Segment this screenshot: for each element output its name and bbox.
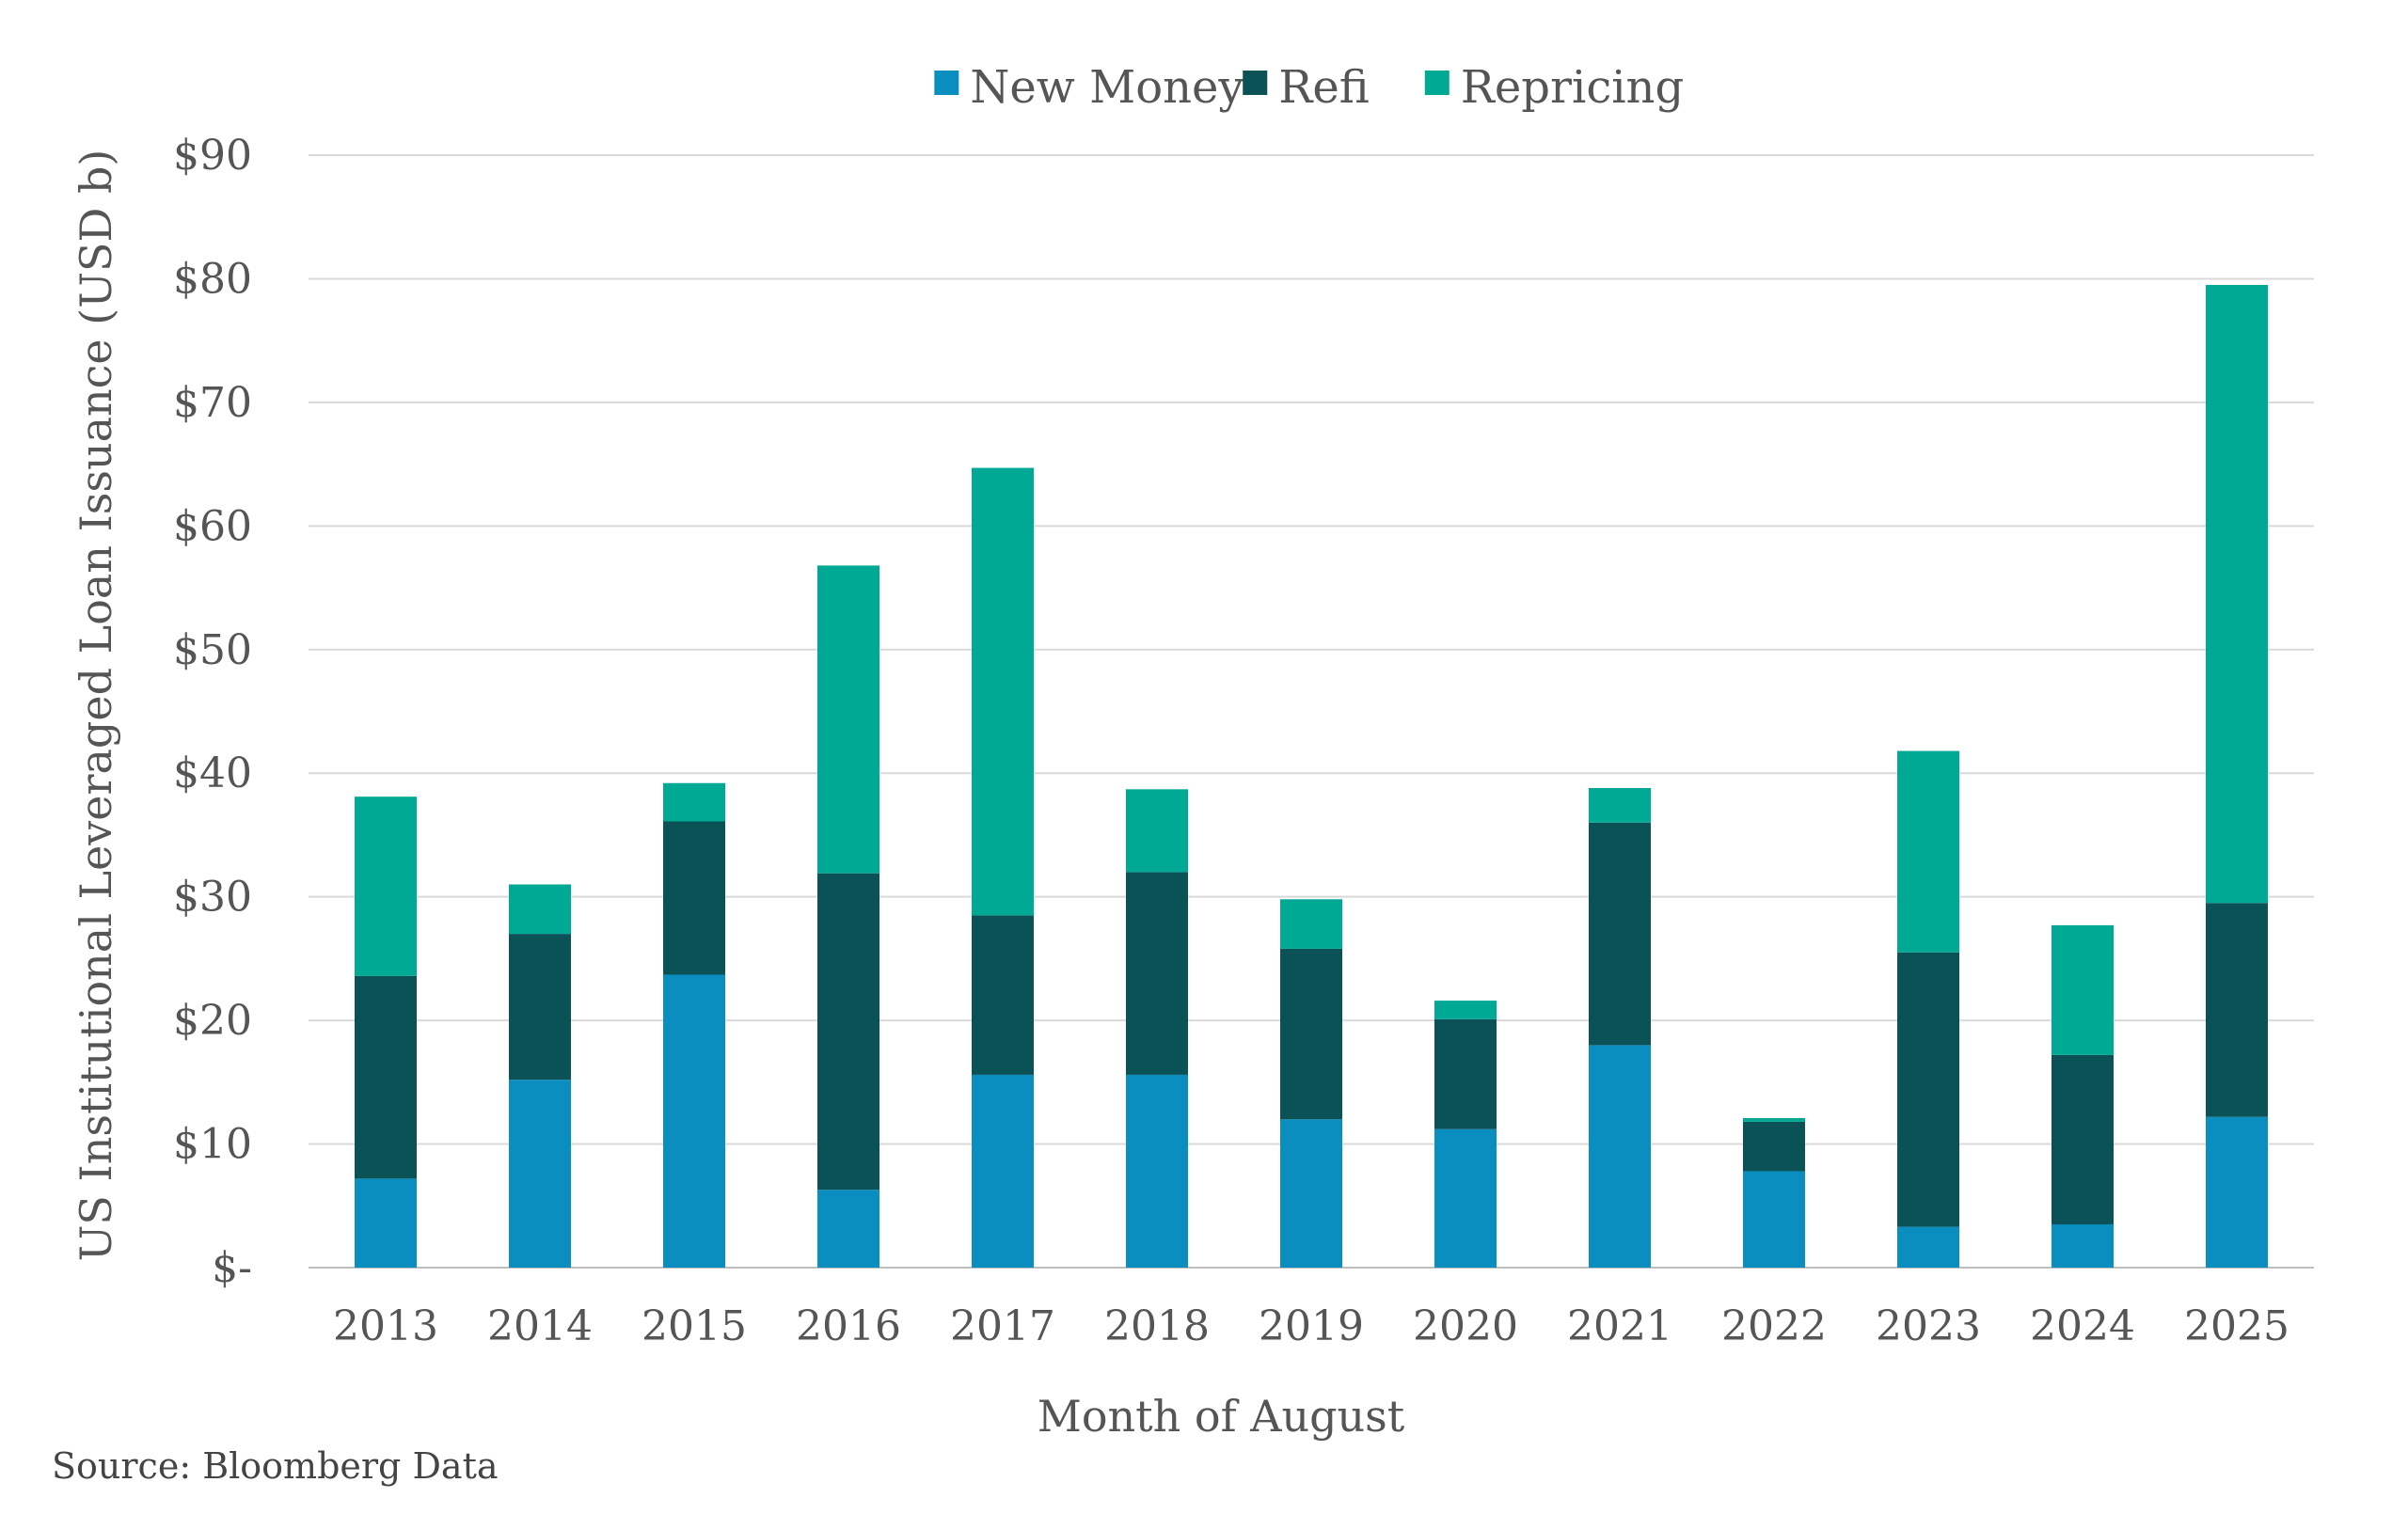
bar-new-money-2014 — [509, 1080, 571, 1268]
bar-new-money-2023 — [1897, 1226, 1959, 1268]
bar-refi-2025 — [2206, 903, 2268, 1117]
y-tick-label: $70 — [173, 379, 252, 427]
y-tick-label: $20 — [173, 997, 252, 1045]
bar-refi-2023 — [1897, 952, 1959, 1227]
x-tick-label: 2024 — [2030, 1302, 2135, 1350]
x-tick-label: 2022 — [1721, 1302, 1827, 1350]
y-tick-label: $30 — [173, 874, 252, 922]
bar-refi-2020 — [1434, 1018, 1497, 1129]
legend-label-refi: Refi — [1278, 61, 1370, 114]
bar-repricing-2020 — [1434, 1001, 1497, 1019]
x-tick-label: 2023 — [1876, 1302, 1981, 1350]
bar-new-money-2017 — [972, 1074, 1034, 1268]
bars — [355, 285, 2268, 1268]
bar-repricing-2022 — [1743, 1117, 1805, 1122]
x-axis-title: Month of August — [1038, 1391, 1405, 1442]
x-tick-label: 2020 — [1413, 1302, 1518, 1350]
x-tick-label: 2021 — [1567, 1302, 1672, 1350]
x-tick-label: 2013 — [333, 1302, 438, 1350]
x-tick-label: 2016 — [796, 1302, 901, 1350]
source-note: Source: Bloomberg Data — [52, 1445, 499, 1487]
y-axis-title: US Institutional Leveraged Loan Issuance… — [71, 150, 121, 1262]
x-tick-label: 2017 — [950, 1302, 1055, 1350]
y-tick-label: $50 — [173, 626, 252, 674]
bar-new-money-2021 — [1589, 1045, 1651, 1268]
legend-swatch-new-money — [934, 71, 959, 95]
bar-refi-2013 — [355, 975, 417, 1179]
bar-repricing-2014 — [509, 884, 571, 935]
bar-new-money-2022 — [1743, 1171, 1805, 1268]
legend-label-repricing: Repricing — [1461, 61, 1684, 114]
y-tick-label: $60 — [173, 502, 252, 550]
y-tick-label: $80 — [173, 255, 252, 303]
x-tick-label: 2025 — [2184, 1302, 2289, 1350]
bar-refi-2021 — [1589, 822, 1651, 1046]
bar-new-money-2013 — [355, 1178, 417, 1268]
bar-new-money-2024 — [2052, 1223, 2114, 1268]
legend-swatch-repricing — [1424, 71, 1450, 95]
bar-refi-2024 — [2052, 1054, 2114, 1224]
bar-repricing-2013 — [355, 796, 417, 976]
bar-repricing-2016 — [817, 565, 879, 874]
bar-repricing-2015 — [663, 782, 725, 822]
bar-refi-2014 — [509, 934, 571, 1080]
y-tick-label: $90 — [173, 132, 252, 180]
legend-label-new-money: New Money — [970, 61, 1244, 114]
x-tick-label: 2018 — [1104, 1302, 1210, 1350]
bar-refi-2022 — [1743, 1121, 1805, 1172]
bar-repricing-2023 — [1897, 750, 1959, 953]
gridlines — [309, 154, 2314, 1269]
bar-repricing-2019 — [1280, 899, 1342, 949]
bar-new-money-2019 — [1280, 1119, 1342, 1268]
bar-repricing-2024 — [2052, 924, 2114, 1055]
y-tick-label: $- — [212, 1244, 252, 1292]
bar-new-money-2016 — [817, 1190, 879, 1268]
bar-new-money-2018 — [1126, 1074, 1188, 1268]
y-tick-label: $10 — [173, 1121, 252, 1169]
bar-repricing-2017 — [972, 467, 1034, 916]
bar-repricing-2025 — [2206, 285, 2268, 904]
bar-refi-2018 — [1126, 872, 1188, 1075]
bar-refi-2019 — [1280, 948, 1342, 1120]
legend-swatch-refi — [1243, 71, 1268, 95]
x-tick-label: 2015 — [642, 1302, 747, 1350]
x-tick-label: 2019 — [1259, 1302, 1364, 1350]
x-axis-ticks: 2013 2014 2015 2016 2017 2018 2019 2020 2021 2022… — [333, 1302, 2289, 1350]
bar-refi-2015 — [663, 821, 725, 975]
legend: New Money Refi Repricing — [934, 61, 1684, 114]
bar-new-money-2025 — [2206, 1116, 2268, 1268]
bar-new-money-2020 — [1434, 1128, 1497, 1268]
x-tick-label: 2014 — [487, 1302, 593, 1350]
bar-new-money-2015 — [663, 974, 725, 1268]
y-axis-ticks: $- $10 $20 $30 $40 $50 $60 $70 $80 $90 — [173, 132, 252, 1292]
bar-refi-2016 — [817, 873, 879, 1191]
bar-repricing-2018 — [1126, 789, 1188, 873]
bar-repricing-2021 — [1589, 787, 1651, 823]
y-tick-label: $40 — [173, 749, 252, 797]
bar-refi-2017 — [972, 915, 1034, 1075]
